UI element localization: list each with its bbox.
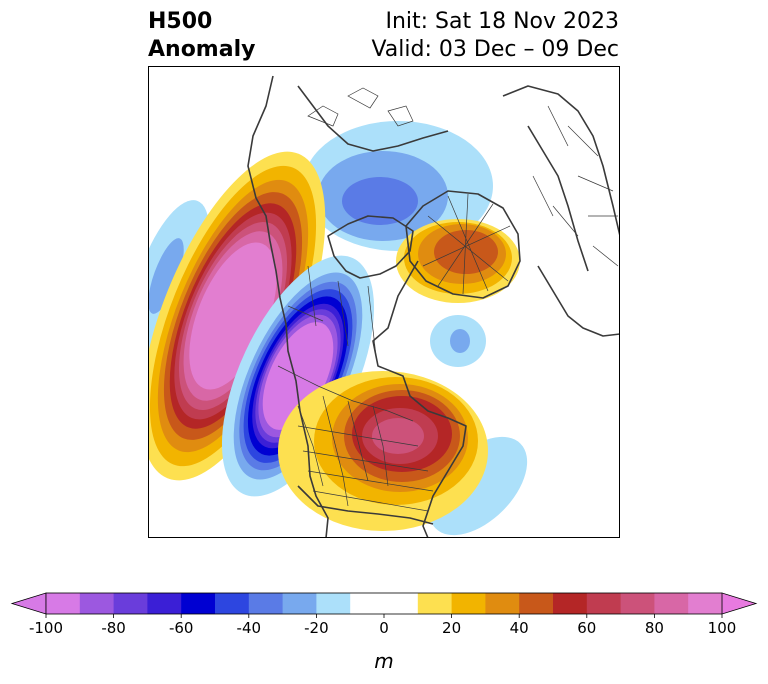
colorbar-bin-0 (46, 593, 81, 614)
title-line-1: H500 (148, 9, 213, 34)
colorbar-tick-label-4: -20 (304, 619, 329, 637)
arctic-coast (297, 85, 449, 152)
map-title: H500 Anomaly (148, 8, 255, 64)
colorbar-bin-17 (654, 593, 689, 614)
hudson-bay-coast (327, 215, 414, 279)
colorbar-bin-6 (248, 593, 283, 614)
colorbar-extend-high (721, 592, 758, 615)
forecast-dates: Init: Sat 18 Nov 2023 Valid: 03 Dec – 09… (371, 8, 619, 64)
colorbar-bin-7 (282, 593, 317, 614)
colorbar-bin-14 (553, 593, 588, 614)
valid-range: Valid: 03 Dec – 09 Dec (371, 37, 619, 62)
greenland-grid (422, 193, 511, 295)
colorbar-tick-label-5: 0 (379, 619, 389, 637)
state-lines-horizontal (297, 425, 434, 512)
colorbar-tick-label-1: -80 (101, 619, 126, 637)
colorbar-bin-2 (113, 593, 148, 614)
central-small-low-core (450, 329, 470, 353)
polar-low (303, 121, 493, 251)
colorbar-tick-label-6: 20 (442, 619, 461, 637)
title-line-2: Anomaly (148, 37, 256, 62)
alaska-coast (247, 75, 274, 199)
borders (277, 87, 619, 512)
greenland-coast (405, 190, 521, 299)
north-america-east-coast (372, 260, 467, 538)
pacific-ridge (148, 151, 326, 481)
colorbar-bins (10, 592, 758, 615)
colorbar-bin-11 (451, 593, 486, 614)
anomaly-map (148, 66, 620, 538)
colorbar-bin-18 (688, 593, 723, 614)
colorbar-tick-label-7: 40 (510, 619, 529, 637)
eurasia-coast (502, 85, 620, 237)
colorbar-bin-9 (350, 593, 419, 614)
colorbar-bin-1 (79, 593, 114, 614)
colorbar-bin-10 (417, 593, 452, 614)
europe-coast (537, 265, 620, 337)
north-america-west-coast (255, 197, 329, 538)
colorbar-bin-4 (181, 593, 216, 614)
russia-coast (527, 125, 589, 272)
map-frame (148, 66, 620, 538)
arctic-ridge (396, 219, 520, 303)
coastlines (247, 75, 620, 538)
colorbar-bin-8 (316, 593, 351, 614)
colorbar-tick-label-0: -100 (29, 619, 63, 637)
colorbar-tick-label-10: 100 (708, 619, 737, 637)
us-canada-border (277, 365, 414, 422)
arctic-islands (307, 87, 414, 127)
colorbar-ticks: -100 -80 -60 -40 -20 0 20 40 60 80 100 (29, 614, 736, 637)
colorbar-tick-label-9: 80 (645, 619, 664, 637)
colorbar-tick-label-3: -40 (237, 619, 262, 637)
colorbar-bin-3 (147, 593, 182, 614)
init-date: Init: Sat 18 Nov 2023 (385, 9, 619, 34)
canada-provinces (287, 265, 377, 357)
colorbar-unit-label: m (374, 649, 393, 673)
colorbar-tick-label-2: -60 (169, 619, 194, 637)
state-lines-west (297, 395, 389, 507)
gulf-coast (297, 485, 434, 525)
eurasia-borders (532, 105, 619, 267)
colorbar-bin-12 (485, 593, 520, 614)
anomaly-shading (148, 121, 528, 536)
pacific-flank-low-core (148, 238, 184, 314)
colorbar-extend-low (10, 592, 47, 615)
eastern-us-ridge (278, 371, 488, 531)
colorbar-bin-13 (519, 593, 554, 614)
colorbar-bin-5 (215, 593, 250, 614)
colorbar: -100 -80 -60 -40 -20 0 20 40 60 80 100 m (10, 592, 758, 673)
colorbar-bin-15 (586, 593, 621, 614)
colorbar-tick-label-8: 60 (577, 619, 596, 637)
colorbar-bin-16 (620, 593, 655, 614)
